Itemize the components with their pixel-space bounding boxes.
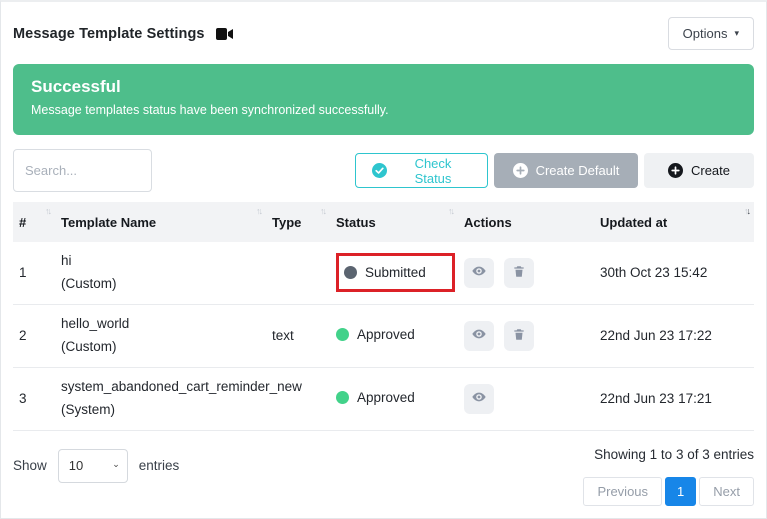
actions-cell [458, 304, 594, 368]
updated-at: 22nd Jun 23 17:21 [594, 367, 754, 431]
success-alert: Successful Message templates status have… [13, 64, 754, 135]
template-name-cell: hello_world (Custom) [55, 304, 266, 368]
view-button[interactable] [464, 320, 494, 351]
plus-circle-icon [512, 163, 528, 178]
check-status-button[interactable]: Check Status [355, 153, 488, 188]
template-name: hello_world [61, 315, 130, 331]
sort-icon: ↑↓ [320, 206, 327, 216]
template-category: (Custom) [61, 275, 117, 291]
sort-icon: ↑↓ [256, 206, 263, 216]
row-number: 3 [13, 367, 55, 431]
topbar: Message Template Settings Options ▾ [1, 2, 766, 63]
trash-icon [512, 327, 526, 345]
status-cell: Submitted [330, 242, 458, 305]
status-dot [344, 266, 357, 280]
table-header-row: # ↑↓ Template Name ↑↓ Type ↑↓ Status ↑↓ [13, 202, 754, 242]
view-button[interactable] [464, 257, 494, 288]
eye-icon [471, 326, 487, 345]
red-highlight-box: Submitted [336, 253, 455, 293]
status-badge: Approved [336, 327, 415, 342]
alert-message: Message templates status have been synch… [31, 103, 389, 117]
template-type [266, 242, 330, 305]
updated-at: 30th Oct 23 15:42 [594, 242, 754, 305]
template-type [266, 367, 330, 431]
status-badge: Approved [336, 390, 415, 405]
updated-at: 22nd Jun 23 17:22 [594, 304, 754, 368]
plus-circle-icon [667, 163, 683, 178]
col-header-template-name[interactable]: Template Name ↑↓ [55, 202, 266, 242]
sort-icon-active: ↑↓ [744, 206, 751, 216]
col-header-actions: Actions [458, 202, 594, 242]
next-page-button[interactable]: Next [699, 476, 754, 506]
check-circle-icon [372, 163, 387, 178]
view-button[interactable] [464, 383, 494, 414]
template-type: text [266, 304, 330, 368]
toolbar: Check Status Create Default Create [13, 149, 754, 192]
search-input[interactable] [13, 149, 152, 192]
eye-icon [471, 389, 487, 408]
page-title: Message Template Settings [13, 25, 205, 42]
delete-button[interactable] [503, 321, 534, 352]
page-1-button[interactable]: 1 [665, 476, 697, 506]
template-category: (Custom) [61, 338, 117, 354]
create-default-button[interactable]: Create Default [494, 153, 638, 188]
status-dot [336, 328, 349, 342]
page-size-control: Show 10 ⌄ entries [13, 448, 180, 483]
template-name-cell: hi (Custom) [55, 242, 266, 305]
options-button[interactable]: Options ▾ [667, 17, 754, 50]
col-header-status[interactable]: Status ↑↓ [330, 202, 458, 242]
template-category: (System) [61, 401, 115, 417]
previous-page-button[interactable]: Previous [583, 476, 663, 506]
video-camera-icon [215, 27, 233, 40]
page-size-select[interactable]: 10 [57, 448, 128, 483]
trash-icon [512, 264, 526, 282]
status-cell: Approved [330, 304, 458, 368]
delete-button[interactable] [503, 258, 534, 289]
col-header-num[interactable]: # ↑↓ [13, 202, 55, 242]
table-row: 1 hi (Custom) Submitted [13, 242, 754, 305]
row-number: 1 [13, 242, 55, 305]
alert-title: Successful [31, 77, 121, 96]
chevron-down-icon: ▾ [734, 28, 739, 38]
row-number: 2 [13, 304, 55, 368]
status-badge: Submitted [344, 265, 426, 280]
table-row: 3 system_abandoned_cart_reminder_new (Sy… [13, 367, 754, 431]
status-cell: Approved [330, 367, 458, 431]
template-name-cell: system_abandoned_cart_reminder_new (Syst… [55, 367, 302, 431]
sort-icon: ↑↓ [448, 206, 455, 216]
status-dot [336, 391, 349, 405]
template-name: system_abandoned_cart_reminder_new [61, 378, 302, 394]
actions-cell [458, 367, 594, 431]
show-label: Show [13, 458, 47, 474]
pagination: Previous 1 Next [583, 476, 754, 506]
actions-cell [458, 242, 594, 305]
template-name: hi [61, 253, 72, 268]
eye-icon [471, 263, 487, 282]
create-button[interactable]: Create [644, 153, 754, 188]
table-row: 2 hello_world (Custom) text Approved [13, 304, 754, 368]
col-header-type[interactable]: Type ↑↓ [266, 202, 330, 242]
templates-table: # ↑↓ Template Name ↑↓ Type ↑↓ Status ↑↓ [13, 202, 754, 431]
table-footer: Show 10 ⌄ entries Showing 1 to 3 of 3 en… [13, 443, 754, 506]
entries-summary: Showing 1 to 3 of 3 entries [594, 446, 754, 462]
col-header-updated-at[interactable]: Updated at ↑↓ [594, 202, 754, 242]
sort-icon: ↑↓ [45, 206, 52, 216]
entries-label: entries [138, 458, 180, 474]
